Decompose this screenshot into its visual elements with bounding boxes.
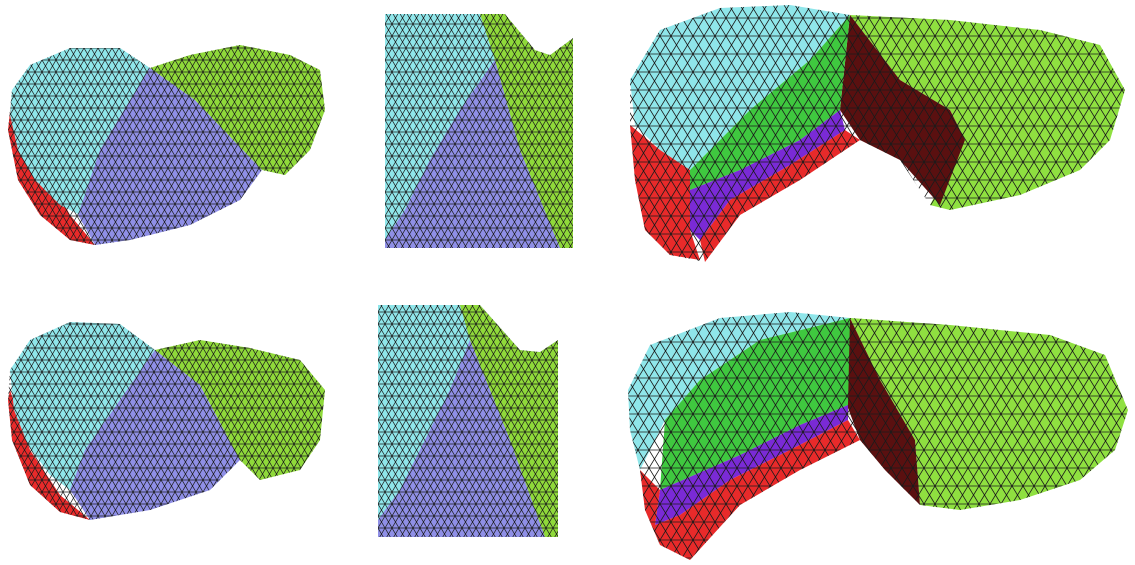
top-full-mesh — [8, 45, 325, 245]
top-cut-mesh — [630, 5, 1125, 262]
bottom-full-mesh — [8, 322, 325, 520]
top-zoom-mesh — [385, 14, 573, 248]
bottom-cut-mesh — [628, 312, 1128, 560]
bottom-zoom-mesh — [378, 305, 558, 537]
